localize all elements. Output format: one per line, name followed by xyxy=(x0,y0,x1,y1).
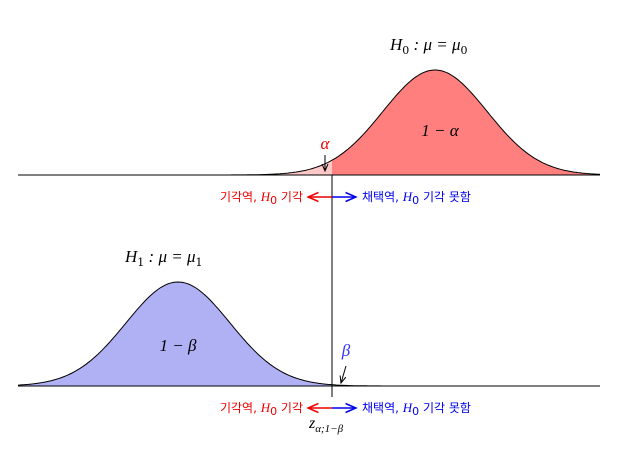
t: 기각 xyxy=(277,401,303,415)
tail-area xyxy=(200,160,332,175)
bottom-hypothesis: H1 : μ = μ1 xyxy=(124,247,202,269)
t: 기각역, xyxy=(220,190,261,204)
sub: α;1−β xyxy=(315,423,343,435)
sym: H xyxy=(402,400,413,415)
reject-label: 기각역, H0 기각 xyxy=(220,189,303,207)
t: 채택역, xyxy=(362,401,403,415)
reject-label: 기각역, H0 기각 xyxy=(220,400,303,418)
sub: 0 xyxy=(270,194,277,207)
sub: 0 xyxy=(412,405,419,418)
rel: : μ = μ xyxy=(144,247,195,266)
sym: H xyxy=(124,247,139,266)
t: 채택역, xyxy=(362,190,403,204)
top-hypothesis: H0 : μ = μ0 xyxy=(389,35,467,57)
sym: z xyxy=(308,415,316,432)
power-area xyxy=(18,282,332,386)
rel: : μ = μ xyxy=(409,35,460,54)
reject-area xyxy=(332,70,600,175)
t: 기각 못함 xyxy=(419,190,471,204)
sym: H xyxy=(402,189,413,204)
accept-label: 채택역, H0 기각 못함 xyxy=(362,189,471,207)
sub: 1 xyxy=(195,256,202,269)
sub: 0 xyxy=(270,405,277,418)
tail-arrow xyxy=(341,365,347,383)
t: 기각 xyxy=(277,190,303,204)
critical-value: zα;1−β xyxy=(308,415,344,435)
curves xyxy=(17,69,601,387)
t: 기각 못함 xyxy=(419,401,471,415)
tail-label: β xyxy=(341,341,351,360)
area-label: 1 − β xyxy=(160,336,197,355)
tail-label: α xyxy=(321,134,331,153)
sym: H xyxy=(389,35,404,54)
t: 기각역, xyxy=(220,401,261,415)
accept-label: 채택역, H0 기각 못함 xyxy=(362,400,471,418)
sym: H xyxy=(260,400,271,415)
area-label: 1 − α xyxy=(421,121,459,140)
sub: 1 xyxy=(137,256,144,269)
sym: H xyxy=(260,189,271,204)
sub: 0 xyxy=(402,44,409,57)
sub: 0 xyxy=(460,44,467,57)
sub: 0 xyxy=(412,194,419,207)
